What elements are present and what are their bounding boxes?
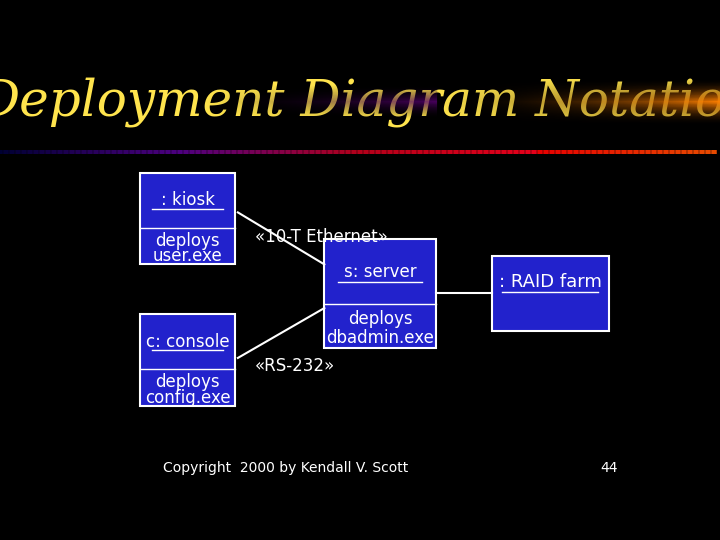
Text: s: server: s: server [344,263,416,281]
FancyBboxPatch shape [492,256,609,331]
Text: : RAID farm: : RAID farm [499,273,602,291]
FancyBboxPatch shape [140,314,235,406]
Text: 44: 44 [600,461,618,475]
Text: deploys: deploys [156,373,220,391]
FancyBboxPatch shape [140,173,235,265]
FancyBboxPatch shape [324,239,436,348]
Text: user.exe: user.exe [153,247,222,265]
Text: c: console: c: console [146,333,230,350]
Text: dbadmin.exe: dbadmin.exe [326,329,434,347]
Text: «10-T Ethernet»: «10-T Ethernet» [255,228,387,246]
Text: Copyright  2000 by Kendall V. Scott: Copyright 2000 by Kendall V. Scott [163,461,408,475]
Text: config.exe: config.exe [145,388,230,407]
Text: deploys: deploys [156,232,220,249]
Text: : kiosk: : kiosk [161,191,215,210]
Text: «RS-232»: «RS-232» [255,357,335,375]
Text: deploys: deploys [348,310,413,328]
Text: Deployment Diagram Notation: Deployment Diagram Notation [0,77,720,127]
